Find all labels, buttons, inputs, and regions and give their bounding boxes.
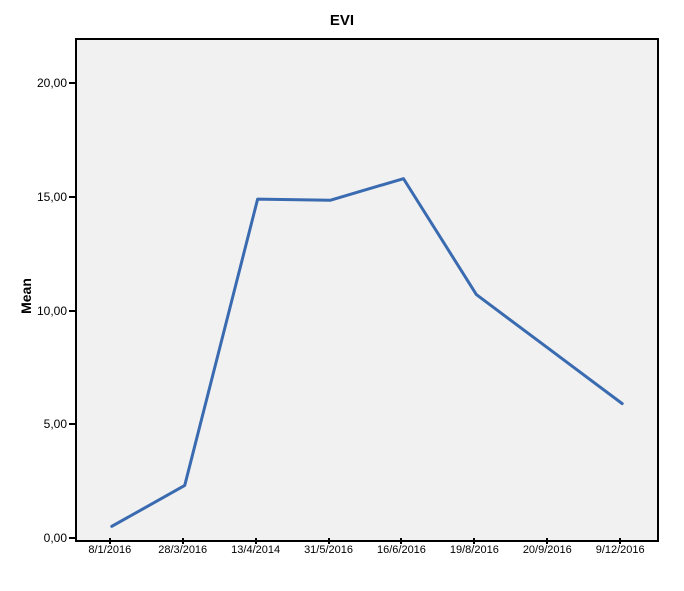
y-tick-label: 15,00 [25,190,67,204]
x-tick-mark [400,538,402,544]
plot-area [75,38,659,542]
x-tick-mark [546,538,548,544]
y-tick-mark [69,82,75,84]
y-tick-label: 5,00 [25,417,67,431]
x-tick-label: 8/1/2016 [88,544,131,556]
x-tick-mark [182,538,184,544]
y-tick-label: 20,00 [25,76,67,90]
x-tick-label: 19/8/2016 [450,544,499,556]
y-tick-mark [69,423,75,425]
chart-container: { "chart": { "type": "line", "title": "E… [0,0,684,591]
x-tick-mark [619,538,621,544]
x-tick-label: 20/9/2016 [523,544,572,556]
y-tick-mark [69,310,75,312]
y-tick-label: 10,00 [25,304,67,318]
x-tick-label: 13/4/2014 [231,544,280,556]
x-tick-label: 28/3/2016 [158,544,207,556]
x-tick-mark [109,538,111,544]
y-tick-mark [69,196,75,198]
y-tick-mark [69,537,75,539]
x-tick-mark [473,538,475,544]
chart-title: EVI [0,12,684,29]
x-tick-label: 16/6/2016 [377,544,426,556]
x-tick-mark [255,538,257,544]
y-tick-label: 0,00 [25,531,67,545]
x-tick-label: 9/12/2016 [596,544,645,556]
x-tick-mark [328,538,330,544]
x-tick-label: 31/5/2016 [304,544,353,556]
data-line [77,40,657,540]
